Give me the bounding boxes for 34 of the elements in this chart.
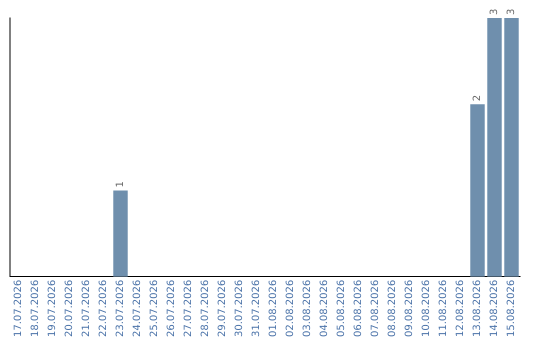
x-tick-label: 25.07.2026 (149, 280, 160, 338)
x-tick-label: 13.08.2026 (472, 280, 484, 338)
x-tick-label: 23.07.2026 (115, 280, 126, 338)
x-tick-label: 15.08.2026 (506, 280, 518, 338)
data-label: 2 (472, 94, 484, 102)
x-tick-label: 22.07.2026 (98, 280, 110, 338)
x-tick-label: 27.07.2026 (183, 280, 194, 338)
x-tick-label: 29.07.2026 (217, 280, 228, 338)
x-tick-label: 21.07.2026 (81, 280, 92, 338)
x-tick-label: 26.07.2026 (166, 280, 178, 338)
data-label: 1 (115, 181, 126, 188)
x-tick-label: 24.07.2026 (132, 280, 144, 338)
x-tick-label: 18.07.2026 (30, 280, 42, 338)
x-tick-label: 06.08.2026 (353, 280, 364, 338)
x-tick-label: 12.08.2026 (455, 280, 466, 338)
x-tick-label: 19.07.2026 (47, 280, 58, 338)
x-tick-label: 05.08.2026 (336, 280, 348, 338)
x-tick-label: 14.08.2026 (489, 280, 500, 338)
x-tick-label: 20.07.2026 (64, 280, 76, 338)
x-tick-label: 03.08.2026 (302, 280, 314, 338)
x-tick-label: 30.07.2026 (234, 280, 246, 338)
x-tick-label: 07.08.2026 (370, 280, 382, 338)
data-label: 3 (489, 8, 500, 15)
x-tick-label: 08.08.2026 (387, 280, 398, 338)
x-tick-label: 10.08.2026 (421, 280, 432, 338)
x-tick-label: 11.08.2026 (438, 280, 450, 338)
x-tick-label: 17.07.2026 (13, 280, 24, 338)
x-tick-label: 28.07.2026 (200, 280, 212, 338)
x-tick-label: 09.08.2026 (404, 280, 416, 338)
x-tick-label: 04.08.2026 (319, 280, 330, 338)
data-label: 3 (506, 8, 518, 15)
x-tick-label: 31.07.2026 (251, 280, 262, 338)
x-tick-label: 01.08.2026 (268, 280, 280, 338)
x-tick-label: 02.08.2026 (285, 280, 296, 338)
